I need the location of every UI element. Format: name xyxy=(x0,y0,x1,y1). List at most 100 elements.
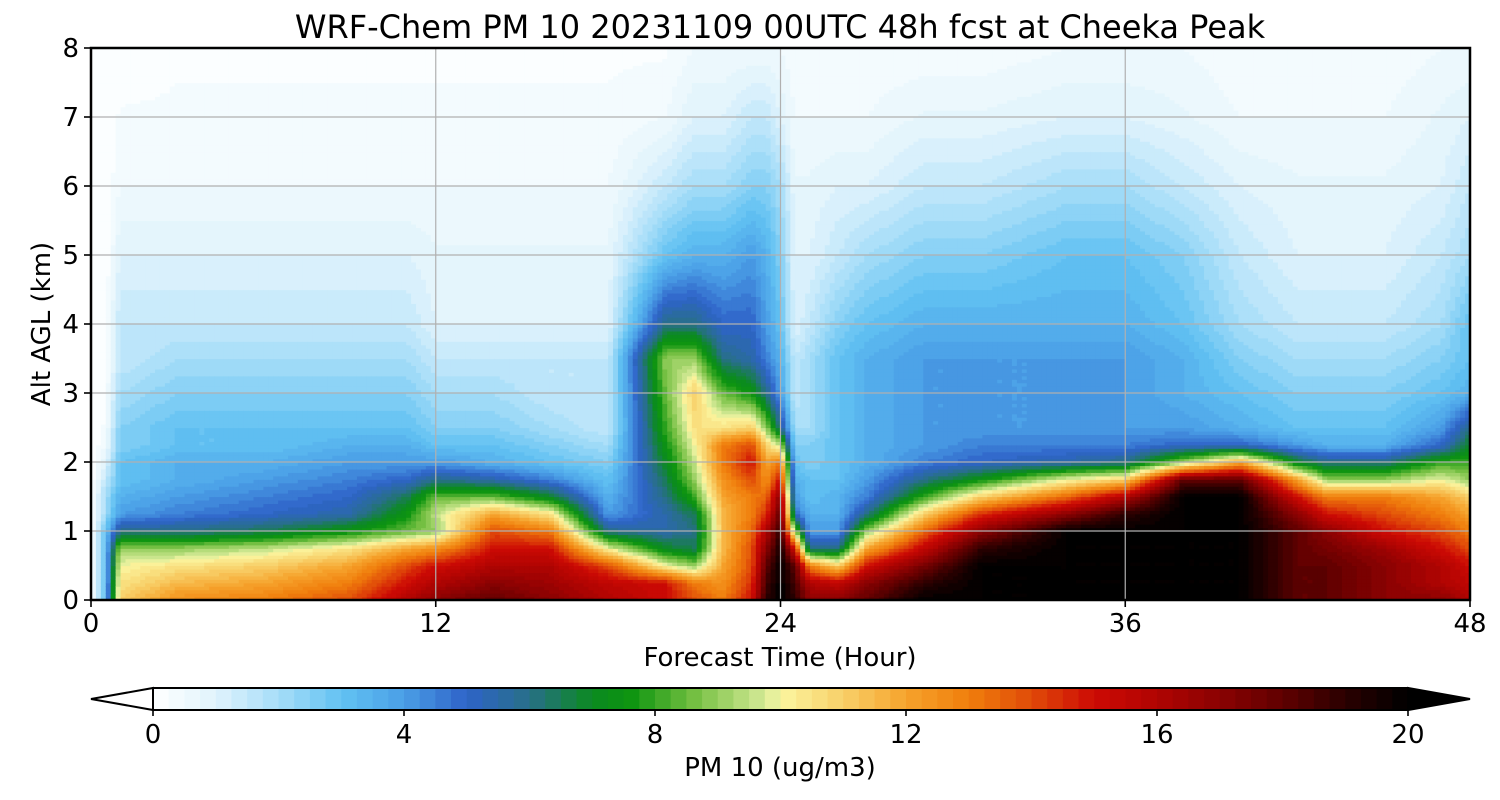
heatmap-cell xyxy=(116,196,122,200)
heatmap-cell xyxy=(165,341,171,345)
heatmap-cell xyxy=(175,124,181,128)
heatmap-cell xyxy=(165,269,171,273)
heatmap-cell xyxy=(106,379,112,383)
heatmap-cell xyxy=(155,214,161,218)
heatmap-cell xyxy=(175,293,181,297)
heatmap-cell xyxy=(170,62,176,66)
heatmap-cell xyxy=(116,169,122,173)
heatmap-cell xyxy=(175,186,181,190)
heatmap-cell xyxy=(145,583,151,587)
heatmap-cell xyxy=(160,410,166,414)
heatmap-cell xyxy=(101,224,107,228)
heatmap-cell xyxy=(180,355,186,359)
heatmap-cell xyxy=(150,462,156,466)
heatmap-cell xyxy=(130,572,136,576)
heatmap-cell xyxy=(121,534,127,538)
heatmap-cell xyxy=(111,127,117,131)
heatmap-cell xyxy=(96,79,102,83)
heatmap-cell xyxy=(180,134,186,138)
heatmap-cell xyxy=(106,307,112,311)
heatmap-cell xyxy=(165,224,171,228)
heatmap-cell xyxy=(106,196,112,200)
heatmap-cell xyxy=(175,566,181,570)
heatmap-cell xyxy=(175,269,181,273)
heatmap-cell xyxy=(170,152,176,156)
heatmap-cell xyxy=(150,120,156,124)
heatmap-cell xyxy=(160,172,166,176)
heatmap-cell xyxy=(125,569,131,573)
heatmap-cell xyxy=(145,296,151,300)
heatmap-cell xyxy=(170,134,176,138)
heatmap-cell xyxy=(165,386,171,390)
heatmap-cell xyxy=(96,514,102,518)
heatmap-cell xyxy=(165,221,171,225)
heatmap-cell xyxy=(175,120,181,124)
heatmap-cell xyxy=(175,510,181,514)
heatmap-cell xyxy=(135,245,141,249)
heatmap-cell xyxy=(101,497,107,501)
heatmap-cell xyxy=(96,86,102,90)
heatmap-cell xyxy=(116,562,122,566)
heatmap-cell xyxy=(180,407,186,411)
heatmap-cell xyxy=(155,365,161,369)
heatmap-cell xyxy=(135,196,141,200)
heatmap-cell xyxy=(111,103,117,107)
heatmap-cell xyxy=(180,303,186,307)
heatmap-cell xyxy=(140,338,146,342)
heatmap-cell xyxy=(145,359,151,363)
heatmap-cell xyxy=(111,424,117,428)
heatmap-cell xyxy=(121,293,127,297)
heatmap-cell xyxy=(106,324,112,328)
heatmap-cell xyxy=(121,352,127,356)
heatmap-cell xyxy=(145,507,151,511)
heatmap-cell xyxy=(165,165,171,169)
heatmap-cell xyxy=(175,241,181,245)
heatmap-cell xyxy=(111,265,117,269)
heatmap-cell xyxy=(170,310,176,314)
heatmap-cell xyxy=(175,158,181,162)
heatmap-cell xyxy=(111,372,117,376)
heatmap-cell xyxy=(165,383,171,387)
heatmap-cell xyxy=(116,148,122,152)
heatmap-cell xyxy=(180,462,186,466)
heatmap-cell xyxy=(155,486,161,490)
heatmap-cell xyxy=(106,145,112,149)
heatmap-cell xyxy=(121,72,127,76)
heatmap-cell xyxy=(160,238,166,242)
heatmap-cell xyxy=(165,162,171,166)
heatmap-cell xyxy=(175,479,181,483)
heatmap-cell xyxy=(160,296,166,300)
heatmap-cell xyxy=(145,290,151,294)
heatmap-cell xyxy=(145,334,151,338)
heatmap-cell xyxy=(116,286,122,290)
heatmap-cell xyxy=(121,400,127,404)
heatmap-cell xyxy=(96,331,102,335)
heatmap-cell xyxy=(180,455,186,459)
heatmap-cell xyxy=(160,117,166,121)
heatmap-cell xyxy=(175,514,181,518)
heatmap-cell xyxy=(165,89,171,93)
heatmap-cell xyxy=(180,483,186,487)
heatmap-cell xyxy=(101,131,107,135)
heatmap-cell xyxy=(111,165,117,169)
heatmap-cell xyxy=(130,476,136,480)
heatmap-cell xyxy=(135,434,141,438)
heatmap-cell xyxy=(140,55,146,59)
heatmap-cell xyxy=(135,255,141,259)
heatmap-cell xyxy=(150,396,156,400)
heatmap-cell xyxy=(145,234,151,238)
heatmap-cell xyxy=(160,541,166,545)
heatmap-cell xyxy=(155,438,161,442)
heatmap-cell xyxy=(121,414,127,418)
heatmap-cell xyxy=(160,448,166,452)
heatmap-cell xyxy=(165,376,171,380)
heatmap-cell xyxy=(150,514,156,518)
heatmap-cell xyxy=(150,534,156,538)
heatmap-cell xyxy=(121,210,127,214)
heatmap-cell xyxy=(96,455,102,459)
heatmap-cell xyxy=(170,455,176,459)
heatmap-cell xyxy=(130,293,136,297)
heatmap-cell xyxy=(140,365,146,369)
heatmap-cell xyxy=(130,176,136,180)
heatmap-cell xyxy=(101,586,107,590)
